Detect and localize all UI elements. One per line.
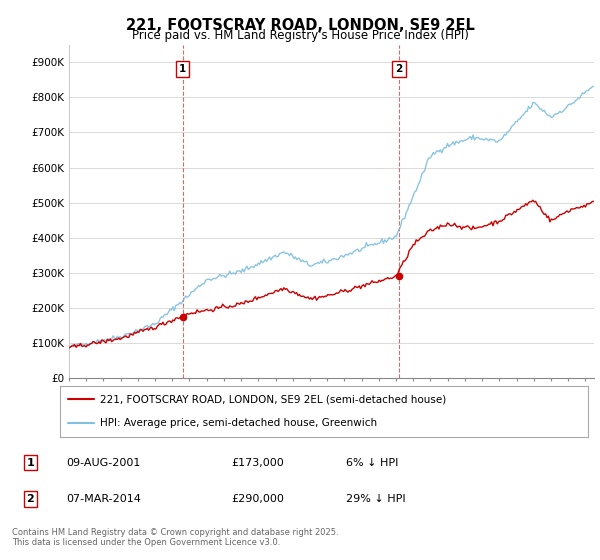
Text: 2: 2 <box>395 64 403 74</box>
Text: 2: 2 <box>26 494 34 504</box>
Text: Price paid vs. HM Land Registry's House Price Index (HPI): Price paid vs. HM Land Registry's House … <box>131 29 469 42</box>
Text: HPI: Average price, semi-detached house, Greenwich: HPI: Average price, semi-detached house,… <box>100 418 377 428</box>
Text: Contains HM Land Registry data © Crown copyright and database right 2025.
This d: Contains HM Land Registry data © Crown c… <box>12 528 338 547</box>
Text: 1: 1 <box>26 458 34 468</box>
Text: 29% ↓ HPI: 29% ↓ HPI <box>346 494 406 504</box>
Text: 09-AUG-2001: 09-AUG-2001 <box>67 458 141 468</box>
Text: 1: 1 <box>179 64 186 74</box>
Text: 221, FOOTSCRAY ROAD, LONDON, SE9 2EL (semi-detached house): 221, FOOTSCRAY ROAD, LONDON, SE9 2EL (se… <box>100 394 446 404</box>
Text: 6% ↓ HPI: 6% ↓ HPI <box>346 458 398 468</box>
Text: £290,000: £290,000 <box>231 494 284 504</box>
Text: 07-MAR-2014: 07-MAR-2014 <box>67 494 142 504</box>
Text: 221, FOOTSCRAY ROAD, LONDON, SE9 2EL: 221, FOOTSCRAY ROAD, LONDON, SE9 2EL <box>125 18 475 33</box>
Text: £173,000: £173,000 <box>231 458 284 468</box>
